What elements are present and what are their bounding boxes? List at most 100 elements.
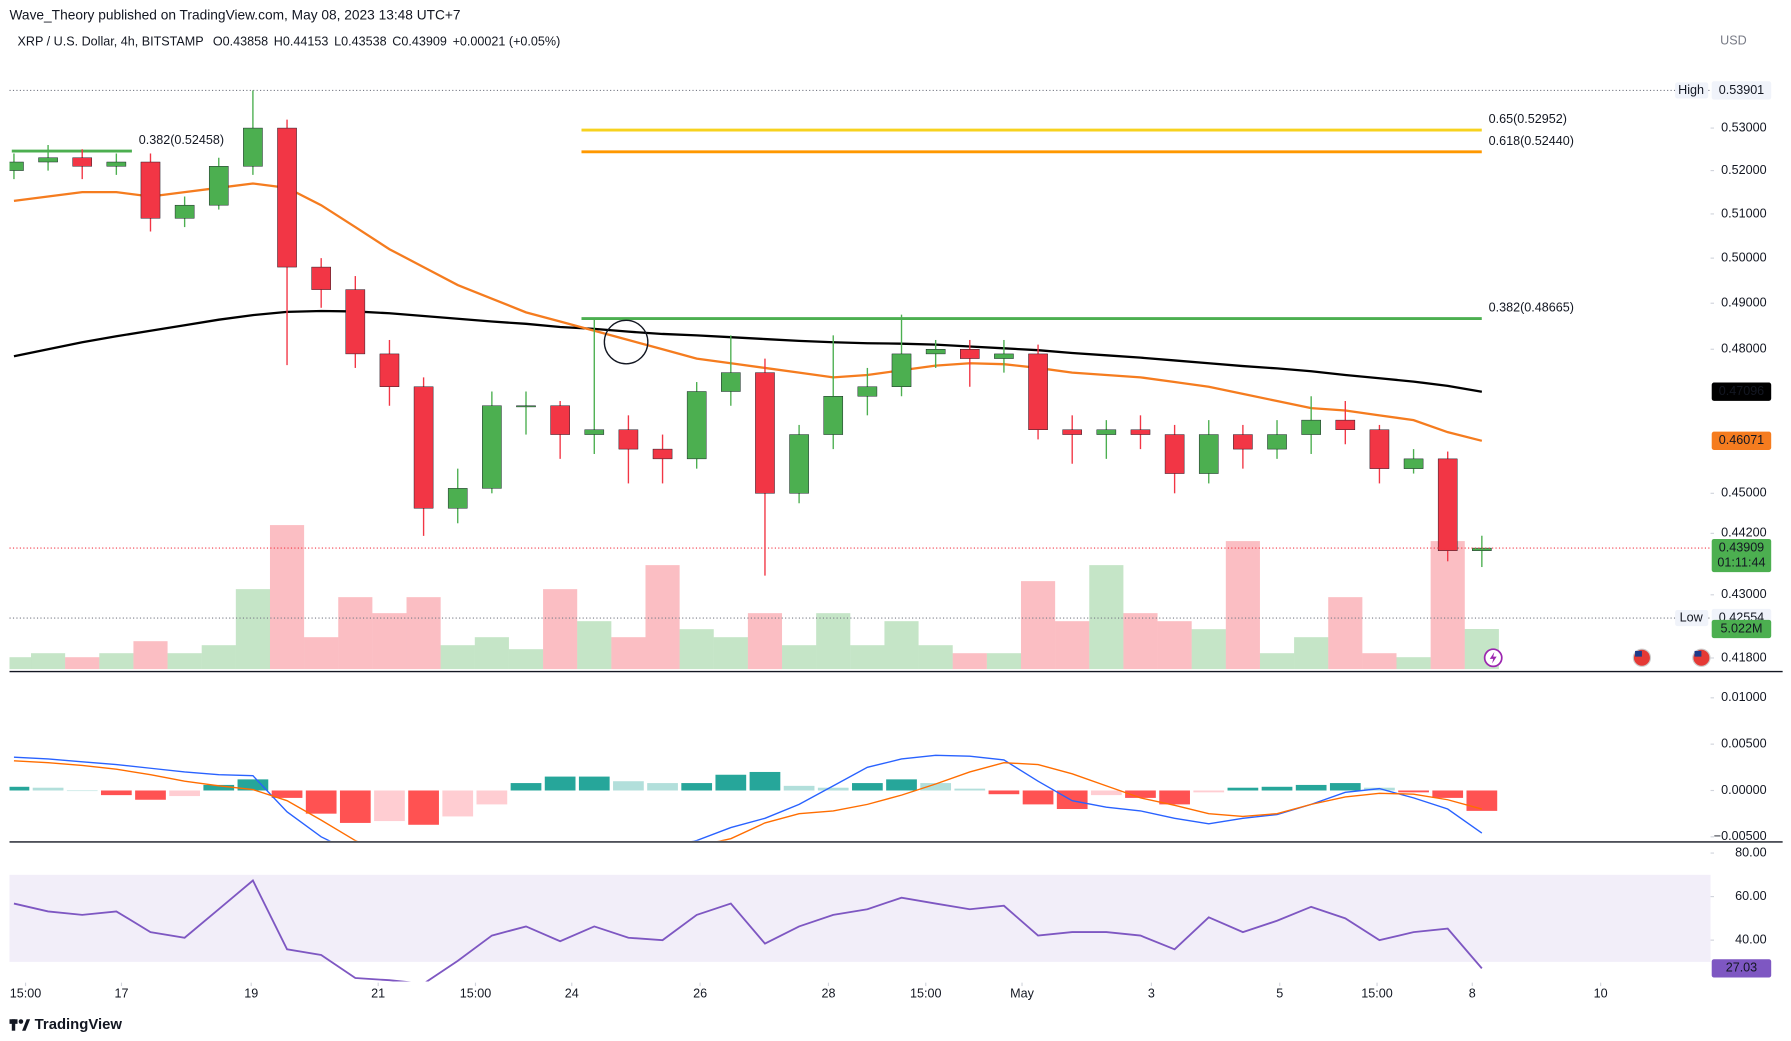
y-tick-label: 0.43000 xyxy=(1721,587,1766,601)
high-label: 0.53901 xyxy=(1719,83,1764,97)
macd-histogram-bar xyxy=(886,779,917,791)
volume-bar xyxy=(850,645,885,670)
macd-histogram-bar xyxy=(852,783,883,791)
macd-histogram-bar xyxy=(613,781,644,791)
candle-body xyxy=(72,157,93,167)
macd-histogram-bar xyxy=(1193,790,1225,793)
y-tick-label: 0.48000 xyxy=(1721,342,1766,356)
candle-body xyxy=(823,396,844,435)
event-icons xyxy=(1483,648,1711,668)
x-tick-label: May xyxy=(1010,986,1034,1000)
volume-bar xyxy=(1191,629,1226,670)
y-tick-label: 0.53000 xyxy=(1721,120,1766,134)
macd-histogram-bar xyxy=(203,784,235,791)
volume-bar xyxy=(1123,613,1158,670)
volume-bar xyxy=(304,637,339,670)
candle-body xyxy=(1096,429,1117,435)
candle-body xyxy=(1301,419,1321,435)
candle-body xyxy=(9,161,24,171)
volume-bar xyxy=(952,653,987,670)
x-tick-label: 15:00 xyxy=(1361,986,1392,1000)
x-tick-label: 26 xyxy=(693,986,707,1000)
macd-histogram-bar xyxy=(988,790,1020,795)
fib-label: 0.618(0.52440) xyxy=(1489,134,1574,148)
volume-bar xyxy=(269,525,305,670)
macd-histogram-bar xyxy=(817,787,849,791)
candle-body xyxy=(379,353,400,387)
volume-bar xyxy=(986,653,1021,670)
macd-pane xyxy=(9,754,1498,841)
last-price-box xyxy=(1711,538,1772,573)
publisher: Wave_Theory published on TradingView.com… xyxy=(10,8,461,23)
candle-body xyxy=(140,161,161,219)
volume-value-label: 5.022M xyxy=(1720,621,1762,635)
macd-histogram-bar xyxy=(374,790,405,822)
macd-histogram-bar xyxy=(1125,790,1156,798)
volume-bar xyxy=(679,629,714,670)
candle-body xyxy=(413,386,434,509)
rsi-value-box xyxy=(1711,959,1772,978)
volume-bar xyxy=(1328,597,1363,670)
macd-histogram-bar xyxy=(135,790,166,800)
candle-body xyxy=(106,161,127,167)
icon xyxy=(1489,652,1497,664)
price-pane: 0.382(0.52458) 0.65(0.52952) 0.618(0.52440… xyxy=(9,90,1574,670)
candle-body xyxy=(857,386,878,397)
candle-body xyxy=(686,391,707,460)
x-tick-label: 28 xyxy=(821,986,835,1000)
moving-average xyxy=(13,309,1483,393)
ohlc-letter: L xyxy=(334,35,341,49)
icon xyxy=(1635,650,1642,657)
macd-histogram-bar xyxy=(408,790,439,825)
footer-brand: TradingView xyxy=(35,1017,123,1033)
volume-bar xyxy=(884,621,919,670)
candle-body xyxy=(1164,434,1185,474)
volume-bar xyxy=(1259,653,1295,670)
volume-bar xyxy=(782,645,817,670)
volume-bar xyxy=(1055,621,1090,670)
volume-bar xyxy=(133,641,168,670)
logo-part xyxy=(11,1019,16,1031)
rsi-band xyxy=(9,874,1711,962)
candle-body xyxy=(1130,429,1151,435)
high-tag-label: High xyxy=(1678,83,1704,97)
ma-value-box xyxy=(1711,382,1772,401)
y-tick-label: 0.52000 xyxy=(1721,163,1766,177)
candle-body xyxy=(482,405,502,489)
candle-body xyxy=(789,434,809,494)
candle-body xyxy=(38,157,58,163)
volume-bar xyxy=(372,613,407,670)
macd-histogram-bar xyxy=(1261,786,1293,791)
macd-line xyxy=(13,754,1483,841)
volume-bar xyxy=(406,597,441,670)
macd-histogram-bar xyxy=(100,790,132,796)
macd-histogram-bar xyxy=(544,776,576,791)
fib-label: 0.382(0.48665) xyxy=(1489,301,1574,315)
macd-histogram-bar xyxy=(1432,790,1464,798)
candle-body xyxy=(1062,429,1082,435)
x-tick-label: 15:00 xyxy=(460,986,491,1000)
macd-histogram-bar xyxy=(1227,787,1259,791)
ma-value-label: 0.46071 xyxy=(1719,433,1764,447)
currency: USD xyxy=(1720,34,1747,48)
macd-histogram-bar xyxy=(1295,784,1327,791)
volume-bar xyxy=(65,657,100,670)
ohlc-letter: O xyxy=(213,35,223,49)
volume-bar xyxy=(577,621,612,670)
high-box xyxy=(1711,81,1772,100)
x-tick-label: 24 xyxy=(565,986,579,1000)
macd-histogram-bar xyxy=(1159,790,1190,805)
candle-body xyxy=(960,349,980,359)
volume-bar xyxy=(338,597,373,670)
volume-bar xyxy=(1020,581,1056,670)
volume-bar xyxy=(611,637,646,670)
candle-body xyxy=(1198,434,1219,474)
candle-body xyxy=(345,289,366,355)
annotation-circle xyxy=(603,319,649,365)
volume-bar xyxy=(1089,565,1124,670)
ohlc-value: 0.43858 xyxy=(223,35,268,49)
y-tick-label: 60.00 xyxy=(1735,889,1766,903)
macd-histogram-bar xyxy=(237,779,269,791)
volume-bar xyxy=(474,637,509,670)
volume-bar xyxy=(201,645,236,670)
